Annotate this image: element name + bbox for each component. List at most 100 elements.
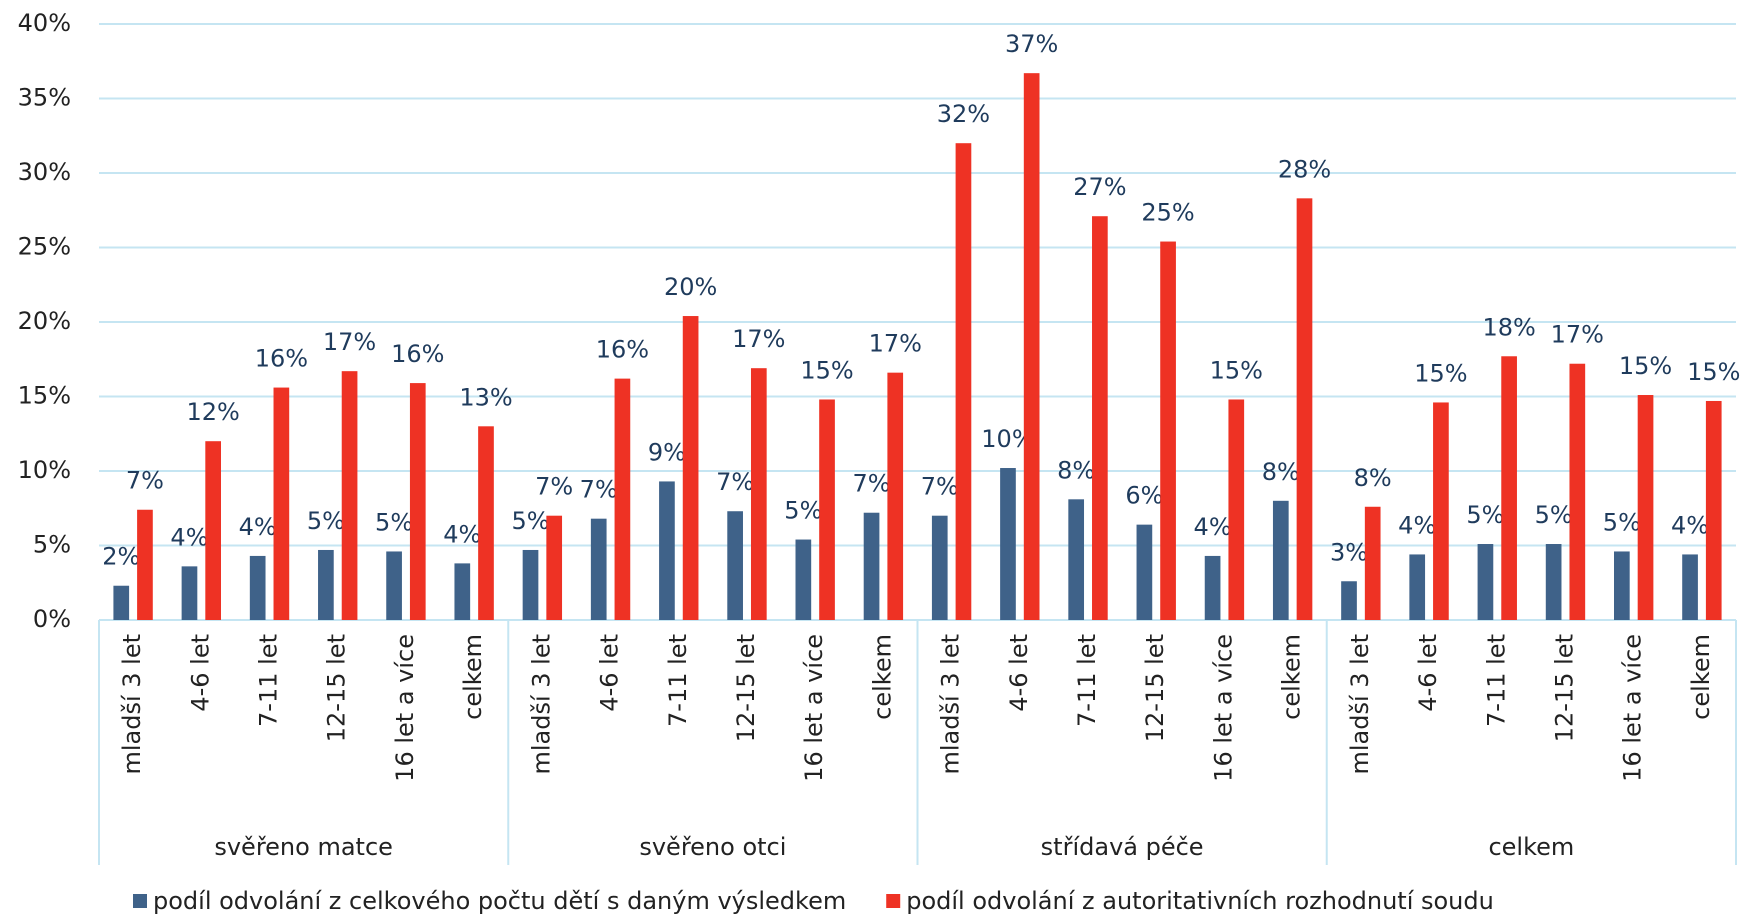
bar (249, 555, 266, 620)
bar (887, 372, 904, 620)
value-label: 7% (921, 473, 959, 501)
bar (955, 143, 972, 620)
value-label: 25% (1141, 199, 1194, 227)
bar (682, 316, 699, 620)
value-label: 5% (1466, 501, 1504, 529)
bar (1545, 544, 1562, 620)
x-tick-label: 12-15 let (732, 634, 760, 742)
value-label: 16% (596, 336, 649, 364)
x-tick-label: 12-15 let (323, 634, 351, 742)
x-tick-label: celkem (459, 634, 487, 720)
value-label: 8% (1057, 456, 1095, 484)
bar (1136, 524, 1153, 620)
bar (750, 368, 767, 620)
value-label: 4% (1671, 511, 1709, 539)
legend-label: podíl odvolání z autoritativních rozhodn… (906, 887, 1494, 915)
bar (386, 551, 402, 620)
value-label: 15% (1619, 352, 1672, 380)
bar (1296, 198, 1313, 620)
bar (409, 383, 426, 620)
value-label: 4% (170, 523, 208, 551)
bar (1682, 554, 1698, 620)
bar (614, 378, 631, 620)
x-tick-label: celkem (868, 634, 896, 720)
value-label: 32% (937, 100, 990, 128)
y-tick-label: 0% (33, 605, 71, 633)
x-tick-label: 7-11 let (1482, 634, 1510, 727)
value-label: 13% (459, 383, 512, 411)
x-tick-label: 4-6 let (1414, 634, 1442, 712)
value-label: 8% (1262, 458, 1300, 486)
x-tick-label: 7-11 let (664, 634, 692, 727)
group-label: svěřeno matce (214, 833, 393, 861)
bar (590, 518, 607, 620)
value-label: 16% (391, 340, 444, 368)
bar (137, 509, 153, 620)
value-label: 8% (1354, 464, 1392, 492)
value-label: 3% (1330, 538, 1368, 566)
bar (181, 566, 198, 620)
x-tick-label: 4-6 let (186, 634, 214, 712)
y-tick-label: 40% (18, 9, 71, 37)
y-tick-label: 20% (18, 307, 71, 335)
y-tick-label: 5% (33, 531, 71, 559)
x-tick-label: 16 let a více (1619, 634, 1647, 782)
value-label: 7% (853, 470, 891, 498)
x-tick-label: 12-15 let (1141, 634, 1169, 742)
bar (273, 387, 290, 620)
bar (931, 515, 948, 620)
y-tick-label: 10% (18, 456, 71, 484)
bar (1023, 73, 1040, 621)
value-label: 37% (1005, 30, 1058, 58)
value-label: 28% (1278, 155, 1331, 183)
value-label: 17% (732, 325, 785, 353)
bar (819, 399, 835, 620)
bar (1092, 216, 1108, 620)
value-label: 4% (1398, 511, 1436, 539)
bar (318, 549, 334, 620)
value-label: 2% (102, 543, 140, 571)
x-tick-label: 4-6 let (1005, 634, 1033, 712)
bar (1569, 363, 1586, 620)
x-tick-label: mladší 3 let (937, 634, 965, 775)
y-tick-label: 25% (18, 233, 71, 261)
bar (1160, 241, 1176, 621)
value-label: 7% (716, 468, 754, 496)
value-label: 4% (1194, 513, 1232, 541)
value-label: 4% (239, 513, 277, 541)
value-label: 7% (580, 476, 618, 504)
bar (1341, 581, 1357, 620)
group-label: svěřeno otci (639, 833, 786, 861)
bar (1068, 499, 1085, 620)
value-label: 7% (535, 473, 573, 501)
bar (1364, 506, 1381, 620)
value-label: 17% (1551, 321, 1604, 349)
bar (546, 515, 563, 620)
bar (1204, 555, 1221, 620)
bar (659, 481, 675, 620)
value-label: 17% (323, 328, 376, 356)
bar (341, 371, 358, 620)
bar (1228, 399, 1245, 620)
x-tick-label: celkem (1278, 634, 1306, 720)
value-label: 18% (1482, 313, 1535, 341)
value-label: 5% (307, 507, 345, 535)
x-tick-label: celkem (1687, 634, 1715, 720)
x-tick-label: 16 let a více (1209, 634, 1237, 782)
x-tick-label: 16 let a více (800, 634, 828, 782)
value-label: 6% (1125, 482, 1163, 510)
value-label: 15% (1414, 359, 1467, 387)
bar (522, 549, 539, 620)
value-label: 5% (1603, 508, 1641, 536)
value-label: 9% (648, 438, 686, 466)
x-tick-label: mladší 3 let (118, 634, 146, 775)
bar (1501, 356, 1517, 620)
value-label: 15% (800, 356, 853, 384)
value-label: 16% (255, 345, 308, 373)
bar (454, 563, 471, 620)
x-tick-label: 12-15 let (1550, 634, 1578, 742)
x-tick-label: mladší 3 let (1346, 634, 1374, 775)
value-label: 5% (1535, 501, 1573, 529)
value-label: 27% (1073, 173, 1126, 201)
value-label: 20% (664, 273, 717, 301)
